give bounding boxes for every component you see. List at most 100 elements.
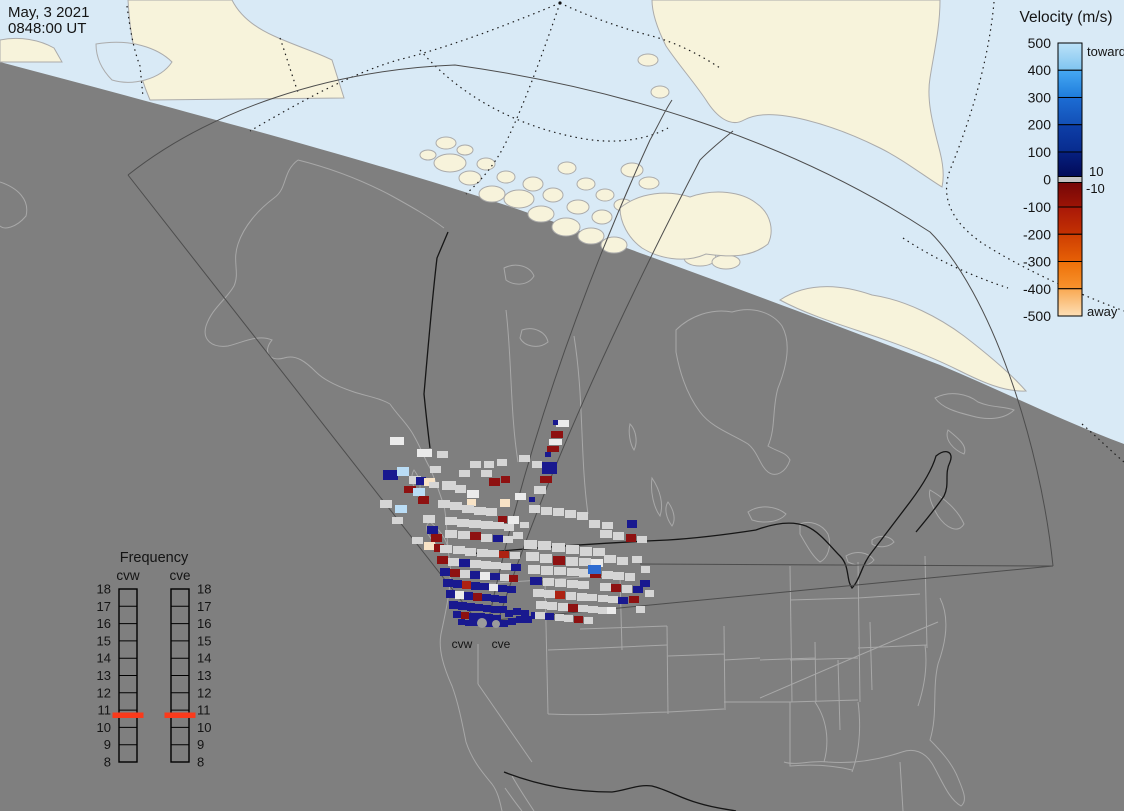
echo-cell	[431, 534, 442, 542]
colorbar-segment	[1057, 69, 1083, 98]
velocity-tick-label: -100	[1023, 199, 1051, 215]
echo-cell	[453, 580, 462, 588]
echo-cell	[500, 574, 509, 581]
echo-cell	[540, 554, 552, 563]
echo-cell	[549, 439, 562, 445]
echo-cell	[511, 564, 521, 571]
echo-cell	[430, 466, 441, 473]
echo-cell	[534, 486, 546, 494]
echo-cell	[458, 531, 470, 539]
echo-cell	[633, 586, 643, 593]
echo-cell	[536, 601, 547, 609]
echo-cell	[520, 522, 529, 528]
echo-cell	[587, 594, 597, 601]
frequency-tick-label: 13	[97, 668, 111, 683]
echo-cells	[380, 420, 654, 627]
velocity-colorbar-body: 500 400 300 200 100 0 -100 -200 -300 -400 -500	[1023, 35, 1083, 324]
echo-cell	[395, 505, 407, 513]
frequency-tick-label: 12	[97, 685, 111, 700]
frequency-tick-label: 13	[197, 668, 211, 683]
echo-cell	[504, 524, 514, 531]
velocity-tick-label: -400	[1023, 281, 1051, 297]
border-bc-alberta	[505, 309, 519, 463]
echo-cell	[558, 603, 568, 611]
echo-cell	[417, 449, 432, 457]
echo-cell	[589, 520, 600, 528]
radar-site: cvw cve	[452, 618, 511, 651]
echo-cell	[593, 548, 605, 556]
echo-cell	[640, 580, 650, 587]
echo-cell	[607, 607, 616, 614]
echo-cell	[434, 544, 444, 552]
echo-cell	[533, 589, 544, 597]
fov-left-edge	[127, 174, 479, 623]
echo-cell	[458, 619, 465, 625]
echo-cell	[424, 542, 435, 550]
echo-cell	[645, 590, 654, 597]
echo-cell	[455, 591, 464, 599]
velocity-tick-label: 300	[1028, 89, 1052, 105]
echo-cell	[509, 575, 518, 582]
neg-threshold-label: -10	[1086, 181, 1105, 196]
echo-cell	[602, 522, 613, 529]
echo-cell	[600, 583, 611, 591]
echo-cell	[469, 613, 477, 620]
echo-cell	[493, 522, 504, 529]
echo-cell	[543, 578, 554, 586]
velocity-tick-label: -200	[1023, 226, 1051, 242]
echo-cell	[510, 552, 520, 559]
echo-cell	[501, 476, 510, 483]
echo-cell	[579, 569, 590, 577]
echo-cell	[413, 488, 425, 496]
fov-outer-arc	[127, 64, 1054, 567]
echo-cell	[526, 552, 539, 561]
echo-cell	[613, 532, 624, 540]
echo-cell	[566, 557, 578, 566]
frequency-tick-label: 17	[97, 599, 111, 614]
echo-cell	[540, 476, 552, 483]
echo-cell	[453, 546, 465, 554]
echo-cell	[470, 461, 481, 468]
echo-cell	[471, 582, 480, 590]
border-sask	[573, 335, 589, 515]
colorbar-segment	[1057, 261, 1083, 290]
coastal-lagoon	[95, 41, 173, 83]
frequency-tick-label: 16	[197, 616, 211, 631]
echo-cell	[501, 563, 511, 570]
coast-chukotka	[0, 181, 28, 229]
echo-cell	[484, 461, 494, 468]
echo-cell	[464, 592, 473, 600]
echo-cell	[541, 507, 552, 515]
coast-alaska-west	[204, 159, 391, 405]
land-baffin-band	[779, 286, 1028, 392]
echo-cell	[475, 604, 483, 611]
echo-cell	[629, 596, 639, 603]
echo-cell	[469, 520, 481, 528]
echo-cell	[409, 476, 421, 484]
echo-cell	[519, 455, 530, 462]
echo-cell	[465, 548, 476, 556]
echo-cell	[440, 545, 452, 553]
echo-cell	[446, 590, 455, 598]
echo-cell	[486, 621, 493, 627]
velocity-colorbar: Velocity (m/s) 500 400 300 200 100 0 -100 -200 -…	[1019, 9, 1124, 324]
land-coast-west-lobe	[0, 37, 63, 63]
echo-cell	[500, 499, 510, 507]
echo-cell	[600, 530, 612, 538]
echo-cell	[467, 499, 476, 506]
radar-fov	[127, 64, 1054, 623]
echo-cell	[508, 516, 519, 524]
frequency-tick-label: 12	[197, 685, 211, 700]
frequency-tick-label: 9	[197, 737, 204, 752]
border-us-canada	[467, 529, 757, 555]
timestamp: May, 3 2021 0848:00 UT	[8, 4, 89, 37]
echo-cell	[493, 615, 501, 622]
pos-threshold-label: 10	[1089, 164, 1103, 179]
frequency-tick-label: 16	[97, 616, 111, 631]
echo-cell	[450, 502, 462, 510]
echo-cell	[473, 593, 482, 601]
colorbar-groundscatter-band	[1057, 176, 1083, 183]
echo-cell	[480, 572, 490, 580]
colorbar-segment	[1057, 233, 1083, 263]
